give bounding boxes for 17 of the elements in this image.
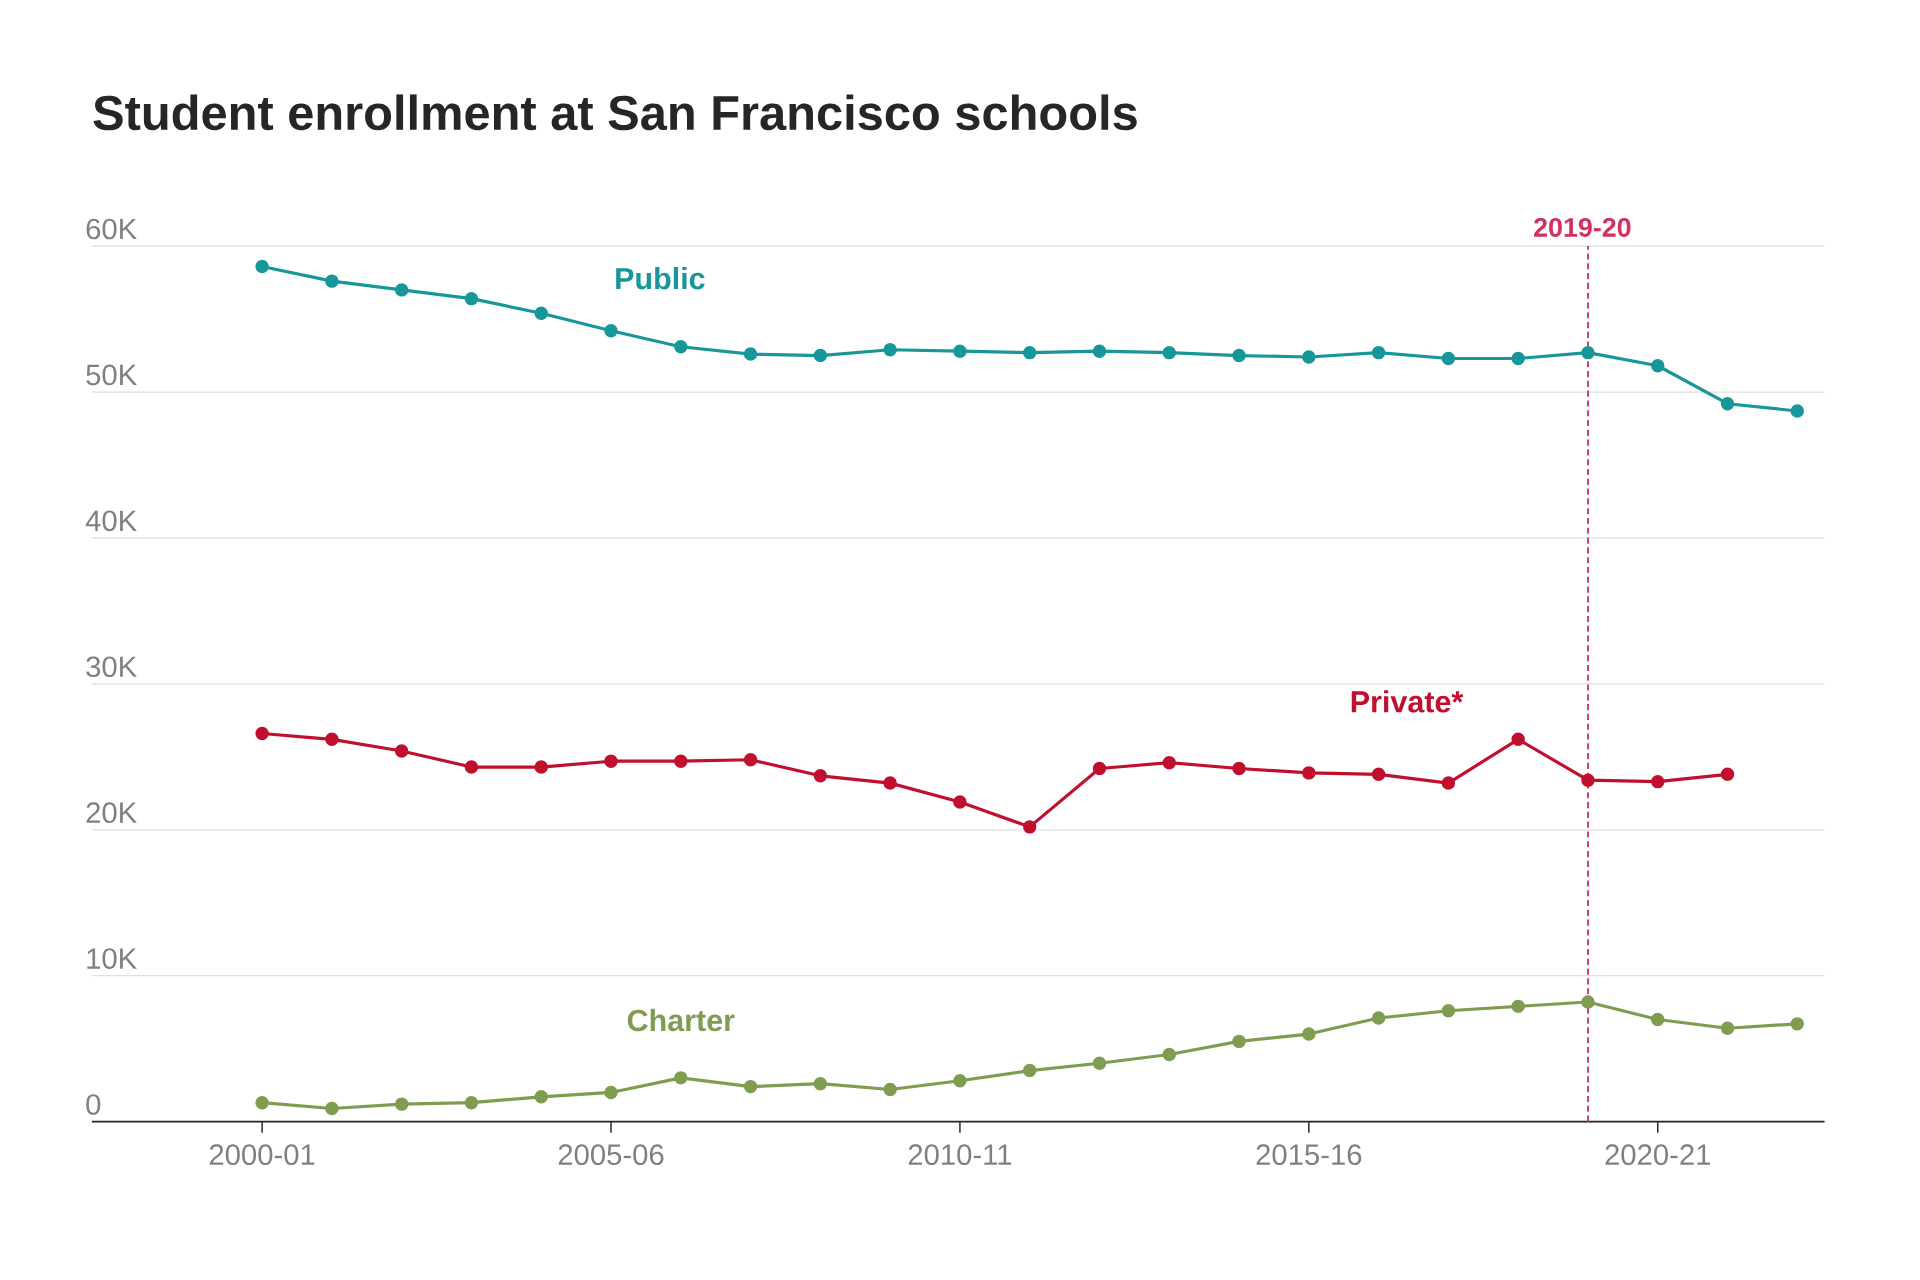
x-tick-label: 2020-21 (1605, 1144, 1710, 1166)
y-tick-label: 20K (86, 802, 137, 824)
y-tick-label: 0 (86, 1094, 101, 1116)
text: 2019-20 (1534, 218, 1631, 238)
series-label: Charter (627, 1009, 735, 1032)
y-tick-label: 60K (86, 218, 137, 240)
chart-title: Student enrollment at San Francisco schools (93, 94, 1137, 131)
x-tick-label: 2000-01 (209, 1144, 315, 1166)
y-tick-label: 30K (86, 656, 137, 678)
series-label: Private* (1351, 690, 1464, 713)
y-tick-label: 10K (87, 948, 137, 970)
x-tick-label: 2010-11 (908, 1144, 1012, 1166)
y-tick-label: 50K (86, 364, 137, 386)
y-tick-label: 40K (85, 510, 137, 532)
series-label: Public (616, 267, 705, 290)
x-tick-label: 2005-06 (558, 1144, 664, 1166)
x-tick-label: 2015-16 (1256, 1144, 1362, 1166)
